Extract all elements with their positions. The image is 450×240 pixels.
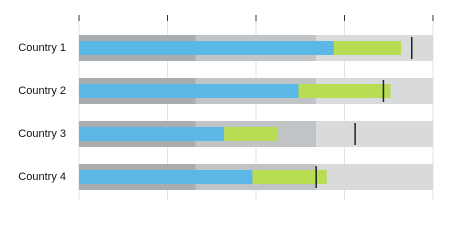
bar (224, 127, 278, 141)
range-band (316, 164, 433, 190)
y-tick-label: Country 1 (18, 42, 66, 54)
bar (333, 41, 402, 55)
bar (79, 170, 253, 184)
chart: Country 1 Country 2 Country 3 Country 4 (18, 15, 434, 200)
bar (252, 170, 327, 184)
y-tick-label: Country 3 (18, 128, 66, 140)
bar (79, 84, 299, 98)
bar (298, 84, 391, 98)
bar (79, 127, 225, 141)
bar (79, 41, 334, 55)
y-tick-label: Country 4 (18, 171, 66, 183)
range-band (316, 121, 433, 147)
y-tick-label: Country 2 (18, 85, 66, 97)
